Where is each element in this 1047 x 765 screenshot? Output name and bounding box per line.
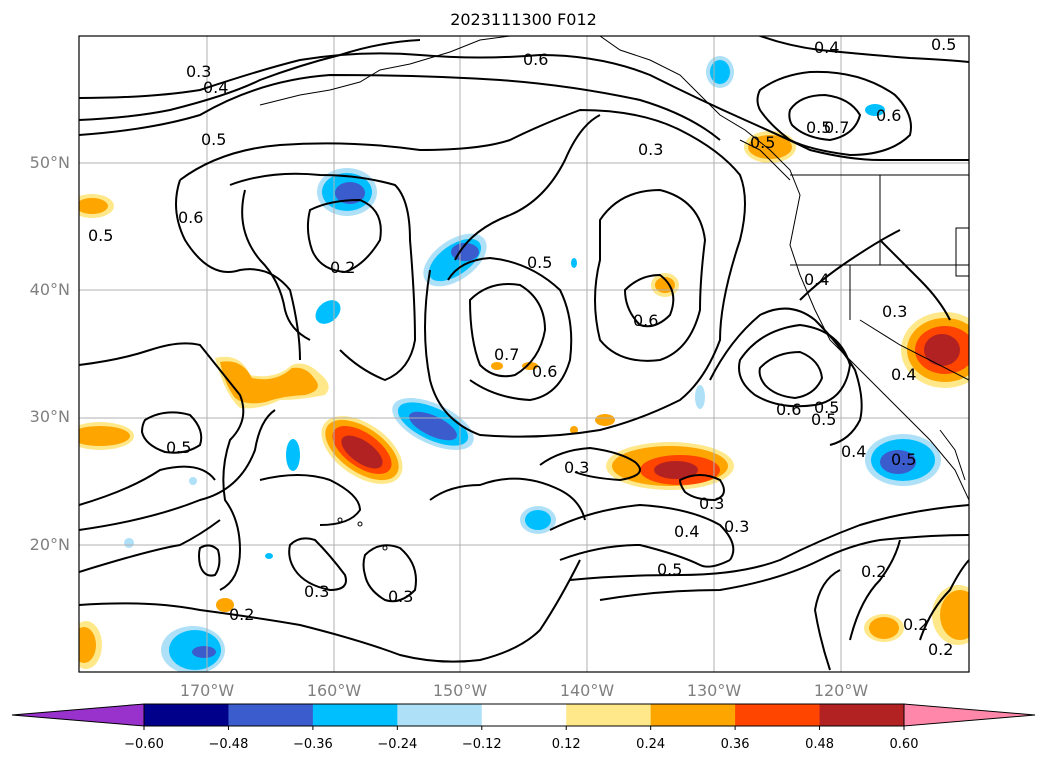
contour-label: 0.3: [724, 517, 750, 536]
colorbar-tick-label: −0.12: [461, 737, 502, 752]
contour-label: 0.5: [750, 133, 776, 152]
contour-label: 0.6: [876, 106, 902, 125]
lat-label-20n: 20°N: [29, 535, 70, 554]
lon-label-160w: 160°W: [306, 681, 362, 700]
contour-label: 0.5: [814, 398, 840, 417]
contour-label: 0.4: [674, 522, 700, 541]
contour-label: 0.2: [928, 640, 954, 659]
contour-label: 0.3: [564, 458, 590, 477]
colorbar-tick-label: −0.48: [208, 737, 249, 752]
contour-label: 0.2: [330, 258, 356, 277]
contour-label: 0.4: [841, 442, 867, 461]
colorbar-tick-label: 0.48: [805, 737, 835, 752]
lon-label-120w: 120°W: [813, 681, 869, 700]
contour-label: 0.6: [523, 50, 549, 69]
contour-label: 0.5: [806, 118, 832, 137]
lon-label-140w: 140°W: [559, 681, 615, 700]
map-frame: [78, 35, 970, 673]
contour-label: 0.3: [388, 587, 414, 606]
contour-label: 0.3: [304, 582, 330, 601]
contour-label: 0.4: [891, 365, 917, 384]
contour-label: 0.4: [203, 78, 229, 97]
colorbar-tick-label: −0.60: [124, 737, 164, 752]
colorbar-tick-label: 0.60: [889, 737, 919, 752]
lon-label-170w: 170°W: [179, 681, 235, 700]
contour-label: 0.2: [229, 605, 255, 624]
lat-label-40n: 40°N: [29, 280, 70, 299]
contour-label: 0.5: [527, 253, 553, 272]
contour-label: 0.7: [824, 118, 850, 137]
contour-label: 0.6: [532, 362, 558, 381]
contour-label: 0.5: [201, 130, 227, 149]
lat-label-50n: 50°N: [29, 153, 70, 172]
contour-label: 0.6: [178, 208, 204, 227]
graticule: [79, 36, 969, 672]
contour-label: 0.3: [882, 302, 908, 321]
contour-label: 0.4: [804, 270, 830, 289]
lat-label-30n: 30°N: [29, 407, 70, 426]
colorbar-tick-label: −0.36: [292, 737, 333, 752]
contour-label: 0.3: [699, 494, 725, 513]
colorbar-tick-label: 0.12: [551, 737, 581, 752]
contour-label: 0.3: [638, 140, 664, 159]
map-title: 2023111300 F012: [450, 10, 597, 29]
contour-label: 0.5: [657, 560, 683, 579]
contour-label: 0.2: [861, 562, 887, 581]
contour-label: 0.6: [633, 311, 659, 330]
contour-label: 0.6: [776, 400, 802, 419]
colorbar-tick-label: −0.24: [377, 737, 418, 752]
lon-label-150w: 150°W: [432, 681, 488, 700]
contour-lines: [79, 36, 969, 671]
contour-label: 0.5: [811, 410, 837, 429]
contour-label: 0.5: [891, 450, 917, 469]
contour-label: 0.5: [931, 35, 957, 54]
contour-label: 0.4: [814, 38, 840, 57]
contour-label: 0.3: [186, 62, 212, 81]
contour-label: 0.5: [166, 438, 192, 457]
contour-label: 0.2: [903, 615, 929, 634]
lon-label-130w: 130°W: [686, 681, 742, 700]
contour-label: 0.5: [88, 226, 114, 245]
coastlines: [259, 36, 969, 551]
contour-label: 0.7: [494, 345, 520, 364]
colorbar-tick-label: 0.24: [636, 737, 666, 752]
colorbar-tick-label: 0.36: [720, 737, 750, 752]
